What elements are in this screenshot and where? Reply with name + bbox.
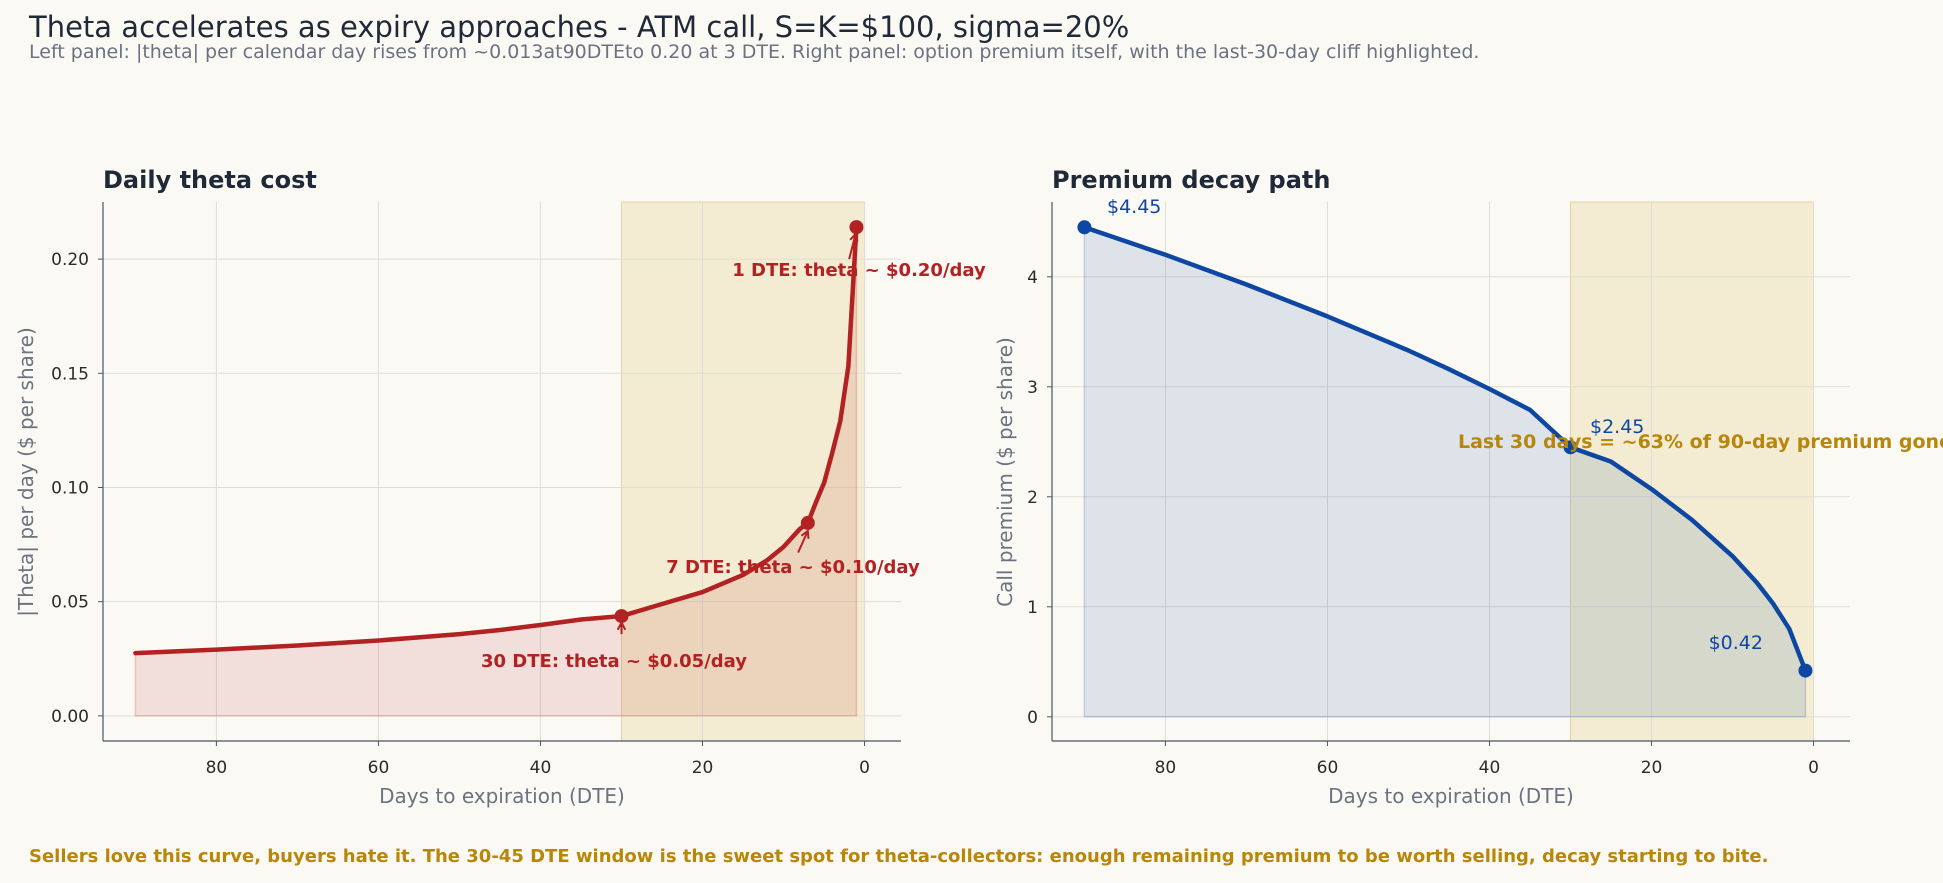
prem-y-tick-label: 3 <box>1027 378 1038 398</box>
theta-y-tick-label: 0.15 <box>51 364 89 384</box>
prem-y-tick-label: 0 <box>1027 708 1038 728</box>
prem-x-tick-label: 20 <box>1641 758 1663 778</box>
theta-data-point <box>849 220 864 235</box>
theta-y-tick-label: 0.00 <box>51 707 89 727</box>
prem-data-point <box>1798 663 1813 678</box>
theta-y-axis-label: |Theta| per day ($ per share) <box>14 327 38 617</box>
prem-data-point <box>1563 440 1578 455</box>
theta-annotation-1dte: 1 DTE: theta ~ $0.20/day <box>732 260 986 281</box>
prem-y-tick-label: 4 <box>1027 268 1038 288</box>
theta-series-line <box>133 224 859 656</box>
chart-title: Theta accelerates as expiry approaches -… <box>29 10 1130 44</box>
theta-x-tick-label: 20 <box>692 758 714 778</box>
theta-data-point <box>614 609 629 624</box>
premium-panel: Premium decay path 80 60 40 20 0 0 1 2 3 4 Days t… <box>993 166 1943 808</box>
annotation-arrowhead <box>800 528 810 539</box>
prem-x-tick-label: 60 <box>1317 758 1339 778</box>
theta-data-point <box>800 515 815 530</box>
theta-x-tick-label: 0 <box>859 758 870 778</box>
premium-label-1dte: $0.42 <box>1709 632 1763 654</box>
prem-x-tick-label: 0 <box>1808 758 1819 778</box>
footer-note: Sellers love this curve, buyers hate it.… <box>29 846 1769 867</box>
annotation-arrowhead <box>616 620 627 631</box>
theta-annotation-7dte: 7 DTE: theta ~ $0.10/day <box>666 557 920 578</box>
theta-x-tick-label: 40 <box>530 758 552 778</box>
premium-x-axis-label: Days to expiration (DTE) <box>1328 784 1574 808</box>
premium-label-30dte: $2.45 <box>1590 416 1644 438</box>
theta-y-tick-label: 0.20 <box>51 250 89 270</box>
prem-y-tick-label: 1 <box>1027 598 1038 618</box>
theta-annotation-30dte: 30 DTE: theta ~ $0.05/day <box>481 651 747 672</box>
annotation-arrow <box>848 233 857 260</box>
prem-x-tick-label: 40 <box>1479 758 1501 778</box>
premium-y-axis-label: Call premium ($ per share) <box>993 337 1017 607</box>
theta-x-axis-label: Days to expiration (DTE) <box>379 784 625 808</box>
premium-band-annotation: Last 30 days = ~63% of 90-day premium go… <box>1458 431 1943 453</box>
theta-x-tick-label: 60 <box>368 758 390 778</box>
prem-x-tick-label: 80 <box>1155 758 1177 778</box>
annotation-arrowhead <box>849 231 859 242</box>
prem-y-tick-label: 2 <box>1027 488 1038 508</box>
theta-panel-title: Daily theta cost <box>103 166 317 194</box>
theta-y-tick-label: 0.05 <box>51 593 89 613</box>
premium-label-90dte: $4.45 <box>1107 196 1161 218</box>
theta-y-tick-label: 0.10 <box>51 478 89 498</box>
theta-highlight-band <box>620 201 866 742</box>
theta-panel: Daily theta cost 80 60 40 20 0 0.00 0.05 0.10 0.… <box>14 166 986 808</box>
premium-panel-title: Premium decay path <box>1052 166 1330 194</box>
chart-subtitle: Left panel: |theta| per calendar day ris… <box>29 41 1480 63</box>
theta-x-tick-label: 80 <box>206 758 228 778</box>
annotation-arrow <box>797 530 809 553</box>
prem-data-point <box>1077 220 1092 235</box>
